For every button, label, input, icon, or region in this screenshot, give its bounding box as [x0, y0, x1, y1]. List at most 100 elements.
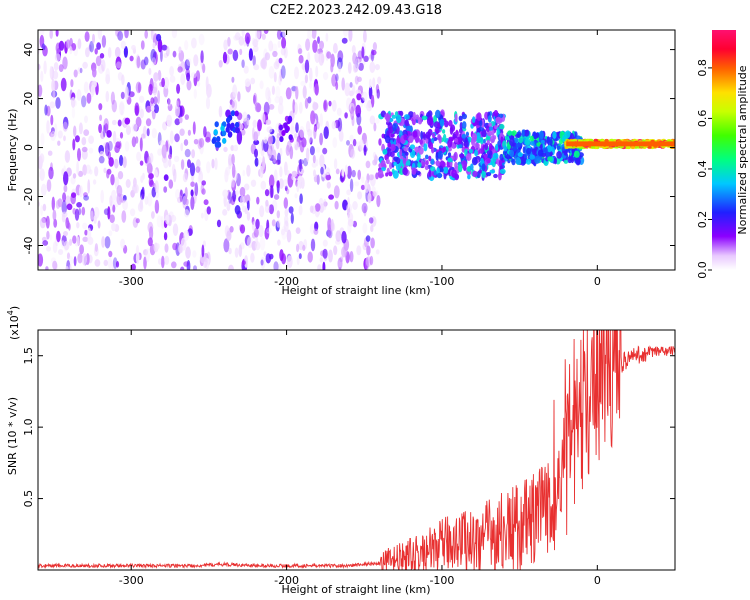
heatmap-cell: [352, 220, 357, 228]
heatmap-cell: [107, 257, 113, 269]
heatmap-cell: [239, 48, 243, 56]
heatmap-cell: [300, 80, 307, 87]
heatmap-cell: [416, 136, 420, 142]
heatmap-cell: [149, 152, 154, 163]
heatmap-cell: [89, 169, 93, 175]
heatmap-cell: [68, 264, 72, 270]
heatmap-cell: [120, 238, 126, 249]
heatmap-cell: [177, 196, 183, 204]
heatmap-cell: [45, 215, 50, 229]
heatmap-cell: [159, 140, 165, 146]
heatmap-cell: [351, 45, 356, 54]
heatmap-cell: [471, 157, 478, 166]
heatmap-cell: [309, 145, 315, 156]
heatmap-cell: [283, 122, 288, 129]
heatmap-cell: [284, 215, 289, 225]
heatmap-cell: [77, 38, 82, 50]
heatmap-cell: [626, 145, 632, 149]
heatmap-cell: [277, 263, 282, 270]
heatmap-cell: [273, 61, 280, 70]
heatmap-cell: [366, 245, 371, 256]
heatmap-cell: [563, 159, 569, 164]
heatmap-cell: [263, 136, 268, 144]
heatmap-cell: [227, 36, 231, 47]
heatmap-cell: [432, 132, 436, 139]
heatmap-cell: [365, 257, 369, 270]
heatmap-cell: [235, 190, 239, 196]
heatmap-cell: [124, 86, 129, 101]
heatmap-cell: [305, 38, 311, 51]
heatmap-cell: [402, 157, 407, 165]
heatmap-cell: [352, 138, 357, 147]
heatmap-cell: [135, 54, 141, 69]
heatmap-cell: [172, 50, 177, 58]
heatmap-cell: [64, 150, 71, 163]
heatmap-cell: [244, 207, 249, 215]
heatmap-cell: [459, 153, 465, 159]
heatmap-cell: [95, 55, 102, 67]
heatmap-cell: [305, 149, 309, 160]
heatmap-cell: [41, 43, 46, 51]
heatmap-cell: [498, 113, 504, 119]
heatmap-cell: [78, 122, 83, 135]
heatmap-cell: [104, 236, 111, 249]
heatmap-cell: [65, 39, 71, 49]
heatmap-cell: [272, 50, 278, 58]
heatmap-cell: [180, 61, 186, 72]
y-tick-label: 20: [22, 92, 35, 106]
heatmap-cell: [244, 183, 250, 191]
heatmap-cell: [52, 241, 58, 254]
snr-frame: [37, 329, 676, 571]
heatmap-cell: [136, 55, 141, 69]
heatmap-cell: [273, 169, 278, 184]
heatmap-cell: [537, 149, 544, 157]
heatmap-cell: [468, 149, 473, 154]
heatmap-cell: [131, 44, 136, 51]
heatmap-cell: [102, 124, 106, 138]
colorbar: 0.0 0.2 0.4 0.6 0.8 Normalized spectral ampl…: [696, 30, 749, 279]
heatmap-cell: [228, 191, 232, 204]
heatmap-cell: [259, 165, 264, 179]
colorbar-tick-label: 0.6: [696, 110, 709, 128]
heatmap-cell: [467, 174, 471, 180]
heatmap-cell: [311, 205, 317, 215]
heatmap-cell: [223, 238, 230, 253]
heatmap-cell: [364, 179, 370, 193]
heatmap-cell: [283, 46, 288, 59]
heatmap-cell: [200, 50, 204, 64]
heatmap-cell: [250, 77, 256, 85]
heatmap-cell: [55, 97, 61, 109]
heatmap-cell: [229, 226, 234, 233]
heatmap-cell: [313, 228, 319, 235]
heatmap-cell: [314, 203, 321, 212]
heatmap-cell: [403, 146, 409, 152]
heatmap-cell: [129, 55, 134, 62]
heatmap-cell: [147, 237, 153, 247]
heatmap-cell: [169, 66, 175, 77]
heatmap-cell: [266, 219, 270, 233]
heatmap-cell: [154, 169, 158, 177]
heatmap-cell: [521, 129, 525, 138]
heatmap-cell: [283, 197, 288, 209]
heatmap-cell: [101, 59, 106, 72]
heatmap-cell: [424, 165, 429, 171]
heatmap-cell: [253, 139, 260, 146]
heatmap-cell: [302, 244, 306, 251]
heatmap-cell: [447, 139, 453, 148]
heatmap-cell: [39, 153, 45, 164]
heatmap-cell: [437, 134, 441, 141]
heatmap-cell: [363, 205, 367, 217]
heatmap-cell: [540, 139, 545, 145]
heatmap-cell: [274, 96, 280, 104]
heatmap-cell: [481, 129, 487, 138]
heatmap-cell: [243, 65, 249, 74]
heatmap-cell: [349, 82, 353, 88]
heatmap-cell: [76, 160, 79, 175]
heatmap-cell: [164, 255, 170, 265]
heatmap-cell: [153, 96, 158, 105]
heatmap-cell: [335, 168, 340, 175]
heatmap-cell: [65, 266, 69, 270]
heatmap-cell: [314, 83, 319, 96]
heatmap-cell: [61, 200, 68, 215]
heatmap-cell: [221, 130, 227, 137]
